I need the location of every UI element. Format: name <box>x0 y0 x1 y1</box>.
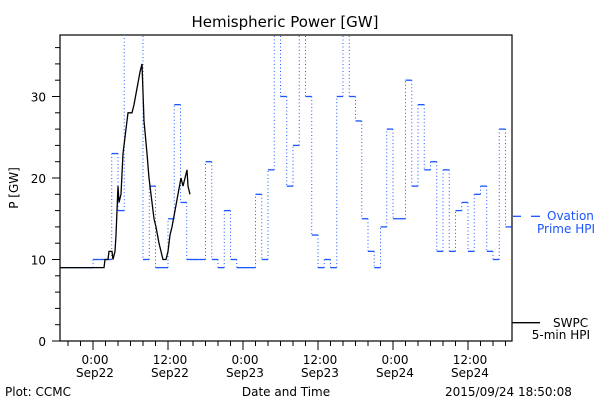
legend-swpc-line1: SWPC <box>553 316 588 330</box>
x-tick-label-date: Sep22 <box>151 366 189 380</box>
legend-ovation-line2: Prime HPI <box>537 222 595 236</box>
x-tick-label-date: Sep22 <box>76 366 114 380</box>
y-tick-label: 20 <box>31 172 46 186</box>
chart-title: Hemispheric Power [GW] <box>192 13 379 31</box>
x-tick-label-time: 0:00 <box>82 353 109 367</box>
plot-area <box>60 35 512 269</box>
plot-frame <box>59 34 513 342</box>
x-tick-label-date: Sep23 <box>301 366 339 380</box>
swpc-series-line <box>60 63 191 269</box>
plot-timestamp: 2015/09/24 18:50:08 <box>445 385 572 399</box>
y-axis-label: P [GW] <box>7 167 21 209</box>
x-tick-label-date: Sep24 <box>451 366 489 380</box>
x-tick-label-time: 0:00 <box>382 353 409 367</box>
x-tick-label-time: 0:00 <box>232 353 259 367</box>
y-tick-label: 10 <box>31 254 46 268</box>
legend: Ovation Prime HPI SWPC 5-min HPI <box>512 209 595 342</box>
legend-swpc-line2: 5-min HPI <box>532 328 590 342</box>
x-tick-label-date: Sep23 <box>226 366 264 380</box>
ovation-series <box>60 35 512 269</box>
y-tick-label: 30 <box>31 91 46 105</box>
y-tick-label: 0 <box>38 335 46 349</box>
x-tick-label-time: 12:00 <box>303 353 338 367</box>
x-tick-label-time: 12:00 <box>153 353 188 367</box>
axes: 01020300:00Sep2212:00Sep220:00Sep2312:00… <box>31 47 506 380</box>
x-tick-label-date: Sep24 <box>376 366 414 380</box>
plot-credit: Plot: CCMC <box>5 385 71 399</box>
x-tick-label-time: 12:00 <box>453 353 488 367</box>
legend-ovation-line1: Ovation <box>547 209 594 223</box>
x-axis-label: Date and Time <box>242 385 330 399</box>
